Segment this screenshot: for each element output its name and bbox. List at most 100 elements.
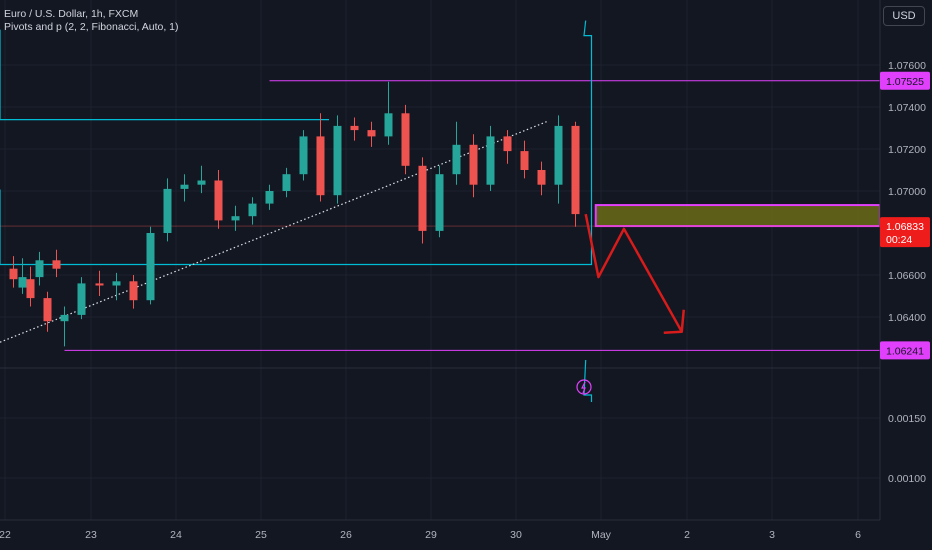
candle[interactable] bbox=[18, 258, 27, 294]
candle-body bbox=[520, 151, 529, 170]
time-tick-label: 30 bbox=[510, 529, 522, 541]
candle[interactable] bbox=[265, 184, 274, 210]
grid bbox=[0, 0, 880, 520]
candle-body bbox=[554, 125, 563, 185]
level-price-tag: 1.06241 bbox=[880, 341, 930, 360]
candle[interactable] bbox=[299, 130, 308, 181]
candle[interactable] bbox=[248, 197, 257, 225]
price-axis[interactable]: 1.07600 1.07400 1.07200 1.07000 1.06600 1.064… bbox=[879, 0, 932, 520]
price-tick-label: 1.07000 bbox=[888, 186, 926, 198]
candle-body bbox=[9, 268, 18, 280]
candle[interactable] bbox=[163, 178, 172, 242]
projection-arrow[interactable] bbox=[584, 213, 685, 334]
chart-legend: Euro / U.S. Dollar, 1h, FXCM Pivots and … bbox=[4, 8, 179, 34]
candle[interactable] bbox=[282, 167, 291, 198]
candle[interactable] bbox=[333, 115, 342, 204]
price-tick-label: 1.06400 bbox=[888, 312, 926, 324]
candle-body bbox=[384, 113, 393, 137]
candle-body bbox=[112, 281, 121, 286]
candle[interactable] bbox=[350, 117, 359, 141]
candle[interactable] bbox=[26, 266, 35, 307]
candle-body bbox=[367, 130, 376, 137]
candle-body bbox=[60, 314, 69, 322]
candle[interactable] bbox=[95, 270, 104, 296]
candle[interactable] bbox=[180, 174, 189, 202]
indicator-title[interactable]: Pivots and p (2, 2, Fibonacci, Auto, 1) bbox=[4, 21, 179, 33]
candle-body bbox=[180, 184, 189, 189]
time-tick-label: 3 bbox=[769, 529, 775, 541]
candle-body bbox=[265, 191, 274, 204]
candle[interactable] bbox=[52, 249, 61, 278]
pivot-line-lower-pane bbox=[583, 359, 593, 402]
price-tick-label: 1.07200 bbox=[888, 144, 926, 156]
symbol-title[interactable]: Euro / U.S. Dollar, 1h, FXCM bbox=[4, 8, 139, 20]
candle[interactable] bbox=[367, 121, 376, 147]
time-tick-label: 25 bbox=[255, 529, 267, 541]
candle[interactable] bbox=[503, 130, 512, 164]
candle-body bbox=[350, 125, 359, 131]
candle[interactable] bbox=[146, 226, 155, 305]
candle[interactable] bbox=[384, 81, 393, 145]
time-tick-label: May bbox=[591, 529, 612, 541]
time-tick-label: 6 bbox=[855, 529, 861, 541]
arrow-head bbox=[663, 309, 685, 334]
time-axis[interactable]: 22 23 24 25 26 29 30 May 2 3 6 bbox=[0, 519, 880, 541]
candle-body bbox=[282, 174, 291, 191]
price-tick-label: 0.00100 bbox=[888, 473, 926, 485]
candle[interactable] bbox=[214, 170, 223, 229]
arrow-path bbox=[584, 213, 683, 333]
time-tick-label: 22 bbox=[0, 529, 11, 541]
candle-body bbox=[95, 283, 104, 286]
candle[interactable] bbox=[43, 291, 52, 332]
candle[interactable] bbox=[469, 134, 478, 198]
level-price-tag: 1.07525 bbox=[880, 71, 930, 90]
candle-body bbox=[486, 136, 495, 185]
price-tick-label: 1.07400 bbox=[888, 102, 926, 114]
candle[interactable] bbox=[537, 161, 546, 196]
pivot-lines[interactable] bbox=[0, 20, 593, 402]
candle-body bbox=[435, 174, 444, 231]
candle-body bbox=[163, 188, 172, 233]
candle-body bbox=[418, 165, 427, 231]
candle-body bbox=[333, 125, 342, 196]
candle[interactable] bbox=[197, 165, 206, 194]
candle[interactable] bbox=[231, 205, 240, 231]
candle[interactable] bbox=[401, 104, 410, 175]
candle[interactable] bbox=[129, 275, 138, 309]
candle[interactable] bbox=[77, 277, 86, 320]
candle[interactable] bbox=[60, 306, 69, 347]
pivot-line-lower[interactable] bbox=[0, 20, 593, 266]
candles bbox=[9, 81, 580, 347]
price-tick-label: 1.06600 bbox=[888, 270, 926, 282]
pivot-line-upper[interactable] bbox=[0, 29, 329, 121]
candle-body bbox=[401, 113, 410, 166]
time-tick-label: 23 bbox=[85, 529, 97, 541]
price-tick-label: 1.07600 bbox=[888, 60, 926, 72]
candle[interactable] bbox=[554, 115, 563, 204]
candle[interactable] bbox=[112, 272, 121, 301]
candle-body bbox=[571, 125, 580, 215]
candle[interactable] bbox=[9, 256, 18, 288]
candle[interactable] bbox=[452, 121, 461, 185]
currency-button[interactable]: USD bbox=[883, 6, 925, 26]
candle[interactable] bbox=[418, 157, 427, 244]
candle-body bbox=[26, 279, 35, 299]
candle[interactable] bbox=[435, 165, 444, 238]
candle-body bbox=[18, 277, 27, 288]
price-tag-label: 1.06241 bbox=[886, 345, 924, 357]
candle[interactable] bbox=[486, 125, 495, 191]
candle-body bbox=[43, 298, 52, 322]
candle[interactable] bbox=[571, 121, 580, 227]
candle-body bbox=[35, 260, 44, 278]
candle[interactable] bbox=[316, 113, 325, 202]
price-tag-label: 1.07525 bbox=[886, 76, 924, 88]
lightning-icon[interactable] bbox=[576, 379, 592, 395]
time-tick-label: 29 bbox=[425, 529, 437, 541]
candle[interactable] bbox=[520, 140, 529, 179]
candle[interactable] bbox=[35, 251, 44, 286]
candle-body bbox=[146, 233, 155, 301]
supply-zone[interactable] bbox=[594, 204, 881, 228]
candle-body bbox=[299, 136, 308, 175]
